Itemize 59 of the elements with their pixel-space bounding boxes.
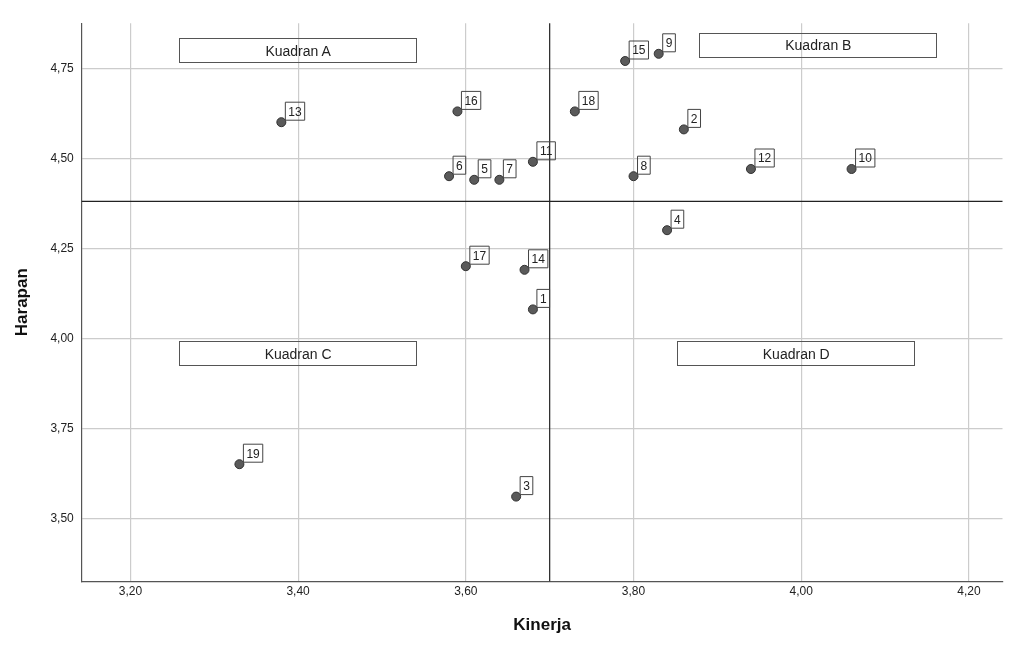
point — [444, 171, 455, 182]
point — [653, 48, 664, 59]
point — [511, 491, 522, 502]
text-frame: Kuadran C — [179, 341, 418, 367]
series-label: 5 — [481, 162, 489, 177]
y-axis-title: Harapan — [11, 268, 31, 337]
annotation: Kuadran B — [785, 37, 852, 54]
point — [846, 164, 857, 174]
series-label: 19 — [246, 446, 261, 461]
series-label: 16 — [464, 93, 479, 108]
point — [628, 171, 639, 182]
series-label: 7 — [506, 162, 514, 177]
point — [569, 106, 580, 117]
point — [452, 106, 463, 117]
y-tick-label: 4,75 — [50, 60, 75, 75]
series-label: 3 — [523, 478, 531, 493]
point — [519, 264, 530, 275]
y-tick-label: 3,75 — [50, 420, 75, 435]
point — [620, 56, 631, 66]
annotation: Kuadran C — [264, 345, 332, 362]
series-label: 2 — [690, 111, 698, 126]
x-tick-label: 4,00 — [789, 583, 814, 598]
series-label: 8 — [640, 158, 648, 173]
point — [460, 261, 471, 272]
text-frame: Kuadran D — [677, 341, 916, 367]
y-tick-label: 3,50 — [50, 510, 75, 525]
series-label: 6 — [456, 158, 464, 173]
x-axis-title: Kinerja — [513, 615, 572, 635]
point — [527, 156, 538, 167]
point — [745, 164, 756, 174]
series-label: 14 — [531, 252, 546, 267]
x-tick-label: 4,20 — [957, 583, 981, 598]
series-label: 10 — [858, 151, 873, 166]
point — [469, 174, 480, 185]
x-tick-label: 3,40 — [286, 583, 311, 598]
series-label: 15 — [632, 43, 646, 58]
text-frame: Kuadran B — [699, 32, 938, 58]
point — [527, 304, 538, 315]
series-label: 1 — [539, 291, 547, 306]
series-label: 9 — [665, 36, 673, 51]
point — [276, 117, 287, 128]
point — [494, 174, 505, 185]
point — [234, 459, 245, 470]
y-tick-label: 4,50 — [50, 150, 75, 165]
series-label: 4 — [674, 212, 682, 227]
series-label: 17 — [472, 248, 487, 263]
text-frame: Kuadran A — [179, 38, 418, 64]
point — [678, 124, 689, 135]
annotation: Kuadran A — [265, 42, 331, 59]
x-tick-label: 3,20 — [118, 583, 143, 598]
y-tick-label: 4,25 — [50, 240, 75, 255]
series-label: 13 — [288, 104, 302, 119]
series-label: 18 — [581, 93, 596, 108]
annotation: Kuadran D — [762, 345, 830, 362]
series-label: 12 — [757, 151, 772, 166]
point — [662, 225, 673, 236]
x-tick-label: 3,80 — [621, 583, 646, 598]
y-tick-label: 4,00 — [50, 330, 75, 345]
x-tick-label: 3,60 — [454, 583, 478, 598]
